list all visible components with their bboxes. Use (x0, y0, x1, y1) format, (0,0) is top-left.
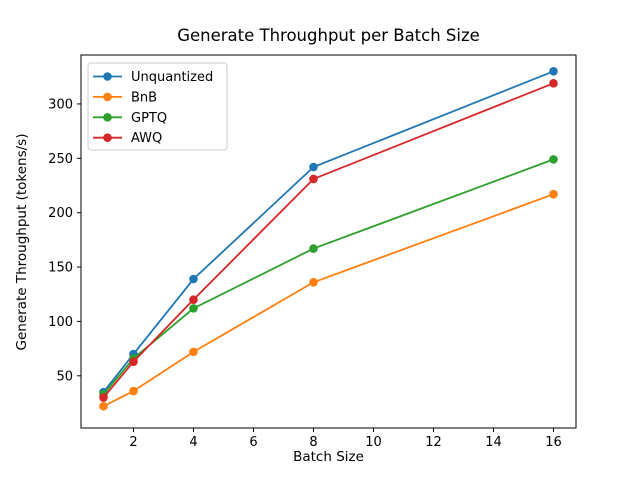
data-point-awq (309, 174, 318, 184)
x-tick-label: 14 (485, 435, 502, 450)
y-tick-label: 200 (48, 206, 73, 221)
legend-item-unquantized: Unquantized (93, 70, 213, 85)
legend-label: Unquantized (131, 70, 213, 85)
data-point-gptq (549, 155, 558, 164)
x-tick-label: 12 (425, 435, 442, 450)
data-point-gptq (189, 304, 198, 313)
x-tick-label: 6 (249, 435, 257, 450)
y-tick-label: 50 (56, 369, 73, 384)
legend-marker (103, 72, 112, 81)
y-tick-label: 150 (48, 261, 73, 276)
legend-item-bnb: BnB (93, 90, 157, 105)
chart-title: Generate Throughput per Batch Size (177, 26, 480, 45)
legend-label: BnB (131, 90, 157, 105)
legend-item-gptq: GPTQ (93, 111, 167, 126)
data-point-unquantized (549, 67, 558, 76)
data-point-bnb (189, 347, 198, 357)
legend-marker (103, 133, 112, 142)
x-tick-label: 8 (309, 435, 317, 450)
series-line-bnb (103, 193, 554, 408)
x-tick-label: 2 (129, 435, 137, 450)
legend-label: AWQ (131, 131, 162, 146)
legend-box (87, 62, 228, 151)
legend-marker (103, 113, 112, 122)
data-point-unquantized (189, 274, 198, 284)
data-point-awq (99, 393, 108, 402)
legend-marker (103, 92, 112, 102)
x-axis-label: Batch Size (293, 449, 364, 465)
data-point-awq (549, 78, 558, 88)
data-point-bnb (549, 189, 558, 199)
data-point-bnb (129, 386, 138, 396)
x-tick-label: 4 (189, 435, 197, 450)
data-point-bnb (99, 401, 108, 411)
data-point-unquantized (309, 162, 318, 172)
data-point-awq (129, 357, 138, 366)
legend-label: GPTQ (131, 111, 167, 126)
legend-item-awq: AWQ (93, 131, 162, 146)
data-point-bnb (309, 277, 318, 287)
x-tick-label: 16 (545, 435, 562, 450)
y-axis-label: Generate Throughput (tokens/s) (14, 133, 30, 351)
y-tick-label: 300 (48, 97, 73, 112)
data-point-gptq (309, 244, 318, 253)
x-tick-label: 10 (365, 435, 382, 450)
y-tick-label: 100 (48, 315, 73, 330)
y-tick-label: 250 (48, 152, 73, 167)
axes-box (80, 54, 577, 429)
legend: Unquantized BnB GPTQ AWQ (87, 62, 228, 151)
data-point-awq (189, 295, 198, 304)
